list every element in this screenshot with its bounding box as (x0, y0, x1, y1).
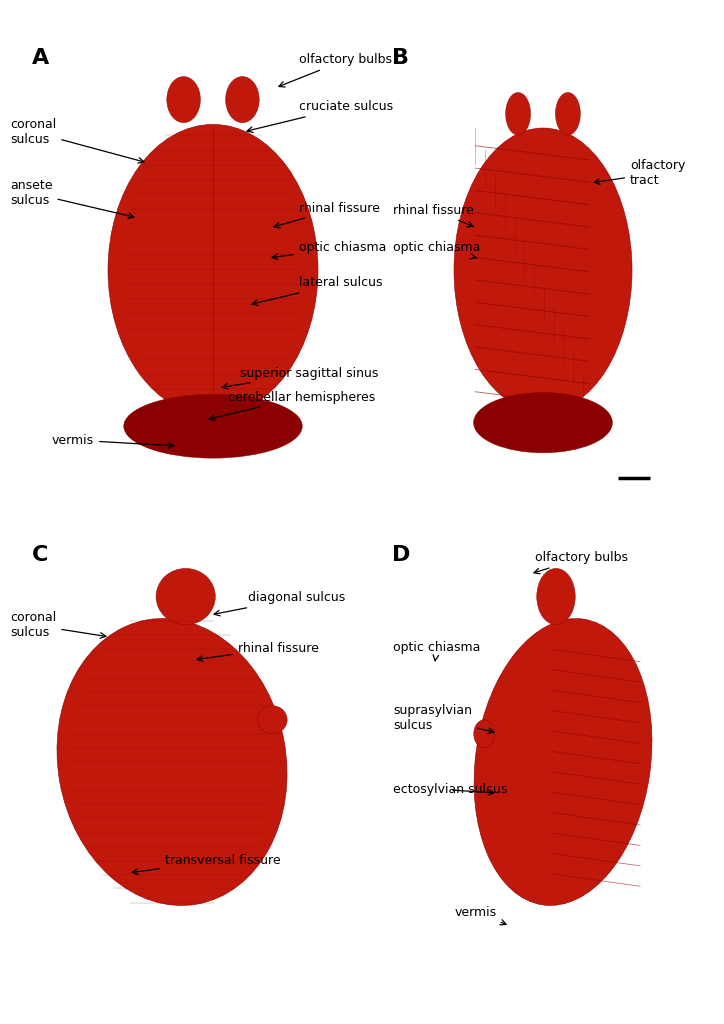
Text: rhinal fissure: rhinal fissure (197, 641, 319, 662)
Text: A: A (32, 48, 49, 68)
Text: ectosylvian sulcus: ectosylvian sulcus (393, 783, 508, 797)
Text: optic chiasma: optic chiasma (272, 242, 387, 259)
Text: rhinal fissure: rhinal fissure (274, 202, 380, 228)
Ellipse shape (226, 77, 259, 123)
Ellipse shape (108, 125, 318, 416)
Text: rhinal fissure: rhinal fissure (393, 204, 474, 227)
Ellipse shape (536, 568, 576, 625)
Ellipse shape (555, 92, 581, 135)
Ellipse shape (57, 618, 287, 905)
Ellipse shape (124, 394, 302, 458)
Text: olfactory bulbs: olfactory bulbs (279, 53, 392, 87)
Text: C: C (32, 545, 49, 565)
Text: transversal fissure: transversal fissure (132, 853, 281, 874)
Text: cerebellar hemispheres: cerebellar hemispheres (209, 390, 375, 421)
Text: olfactory
tract: olfactory tract (594, 159, 686, 187)
Text: superior sagittal sinus: superior sagittal sinus (222, 367, 379, 389)
Text: optic chiasma: optic chiasma (393, 242, 481, 259)
Ellipse shape (167, 77, 201, 123)
Ellipse shape (474, 618, 652, 905)
Text: vermis: vermis (455, 905, 506, 925)
Ellipse shape (473, 720, 494, 748)
Ellipse shape (473, 392, 613, 453)
Text: vermis: vermis (52, 433, 174, 449)
Text: coronal
sulcus: coronal sulcus (10, 611, 106, 639)
Ellipse shape (258, 706, 287, 734)
Text: optic chiasma: optic chiasma (393, 641, 481, 660)
Text: B: B (392, 48, 409, 68)
Text: olfactory bulbs: olfactory bulbs (534, 552, 628, 573)
Ellipse shape (454, 128, 632, 412)
Ellipse shape (505, 92, 531, 135)
Text: lateral sulcus: lateral sulcus (252, 276, 382, 305)
Text: suprasylvian
sulcus: suprasylvian sulcus (393, 705, 494, 733)
Ellipse shape (156, 568, 215, 625)
Text: cruciate sulcus: cruciate sulcus (247, 100, 393, 132)
Text: ansete
sulcus: ansete sulcus (10, 179, 134, 218)
Text: D: D (392, 545, 411, 565)
Text: diagonal sulcus: diagonal sulcus (214, 592, 345, 615)
Text: coronal
sulcus: coronal sulcus (10, 118, 144, 163)
